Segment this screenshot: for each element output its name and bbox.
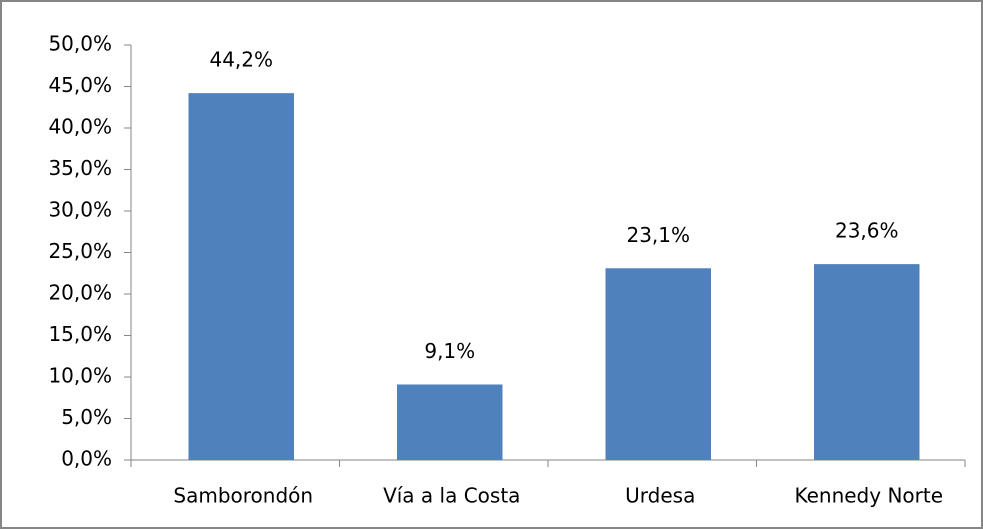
- y-tick-label: 25,0%: [48, 239, 112, 263]
- bar: [813, 264, 920, 460]
- y-tick-label: 0,0%: [61, 447, 112, 471]
- y-tick-label: 10,0%: [48, 364, 112, 388]
- x-tick-label: Urdesa: [625, 484, 695, 508]
- bar: [605, 268, 712, 460]
- y-tick-label: 50,0%: [48, 32, 112, 56]
- y-tick-label: 40,0%: [48, 115, 112, 139]
- y-tick-label: 15,0%: [48, 322, 112, 346]
- y-tick-label: 35,0%: [48, 156, 112, 180]
- y-tick-label: 45,0%: [48, 73, 112, 97]
- y-tick-label: 30,0%: [48, 198, 112, 222]
- bar: [396, 384, 503, 460]
- value-label: 23,6%: [835, 219, 899, 243]
- x-tick-label: Samborondón: [173, 484, 313, 508]
- x-tick-label: Vía a la Costa: [383, 484, 520, 508]
- x-tick-label: Kennedy Norte: [794, 484, 943, 508]
- value-label: 44,2%: [209, 48, 273, 72]
- value-label: 9,1%: [424, 339, 475, 363]
- value-label: 23,1%: [626, 223, 690, 247]
- bar: [188, 93, 295, 460]
- y-tick-label: 20,0%: [48, 281, 112, 305]
- y-tick-label: 5,0%: [61, 405, 112, 429]
